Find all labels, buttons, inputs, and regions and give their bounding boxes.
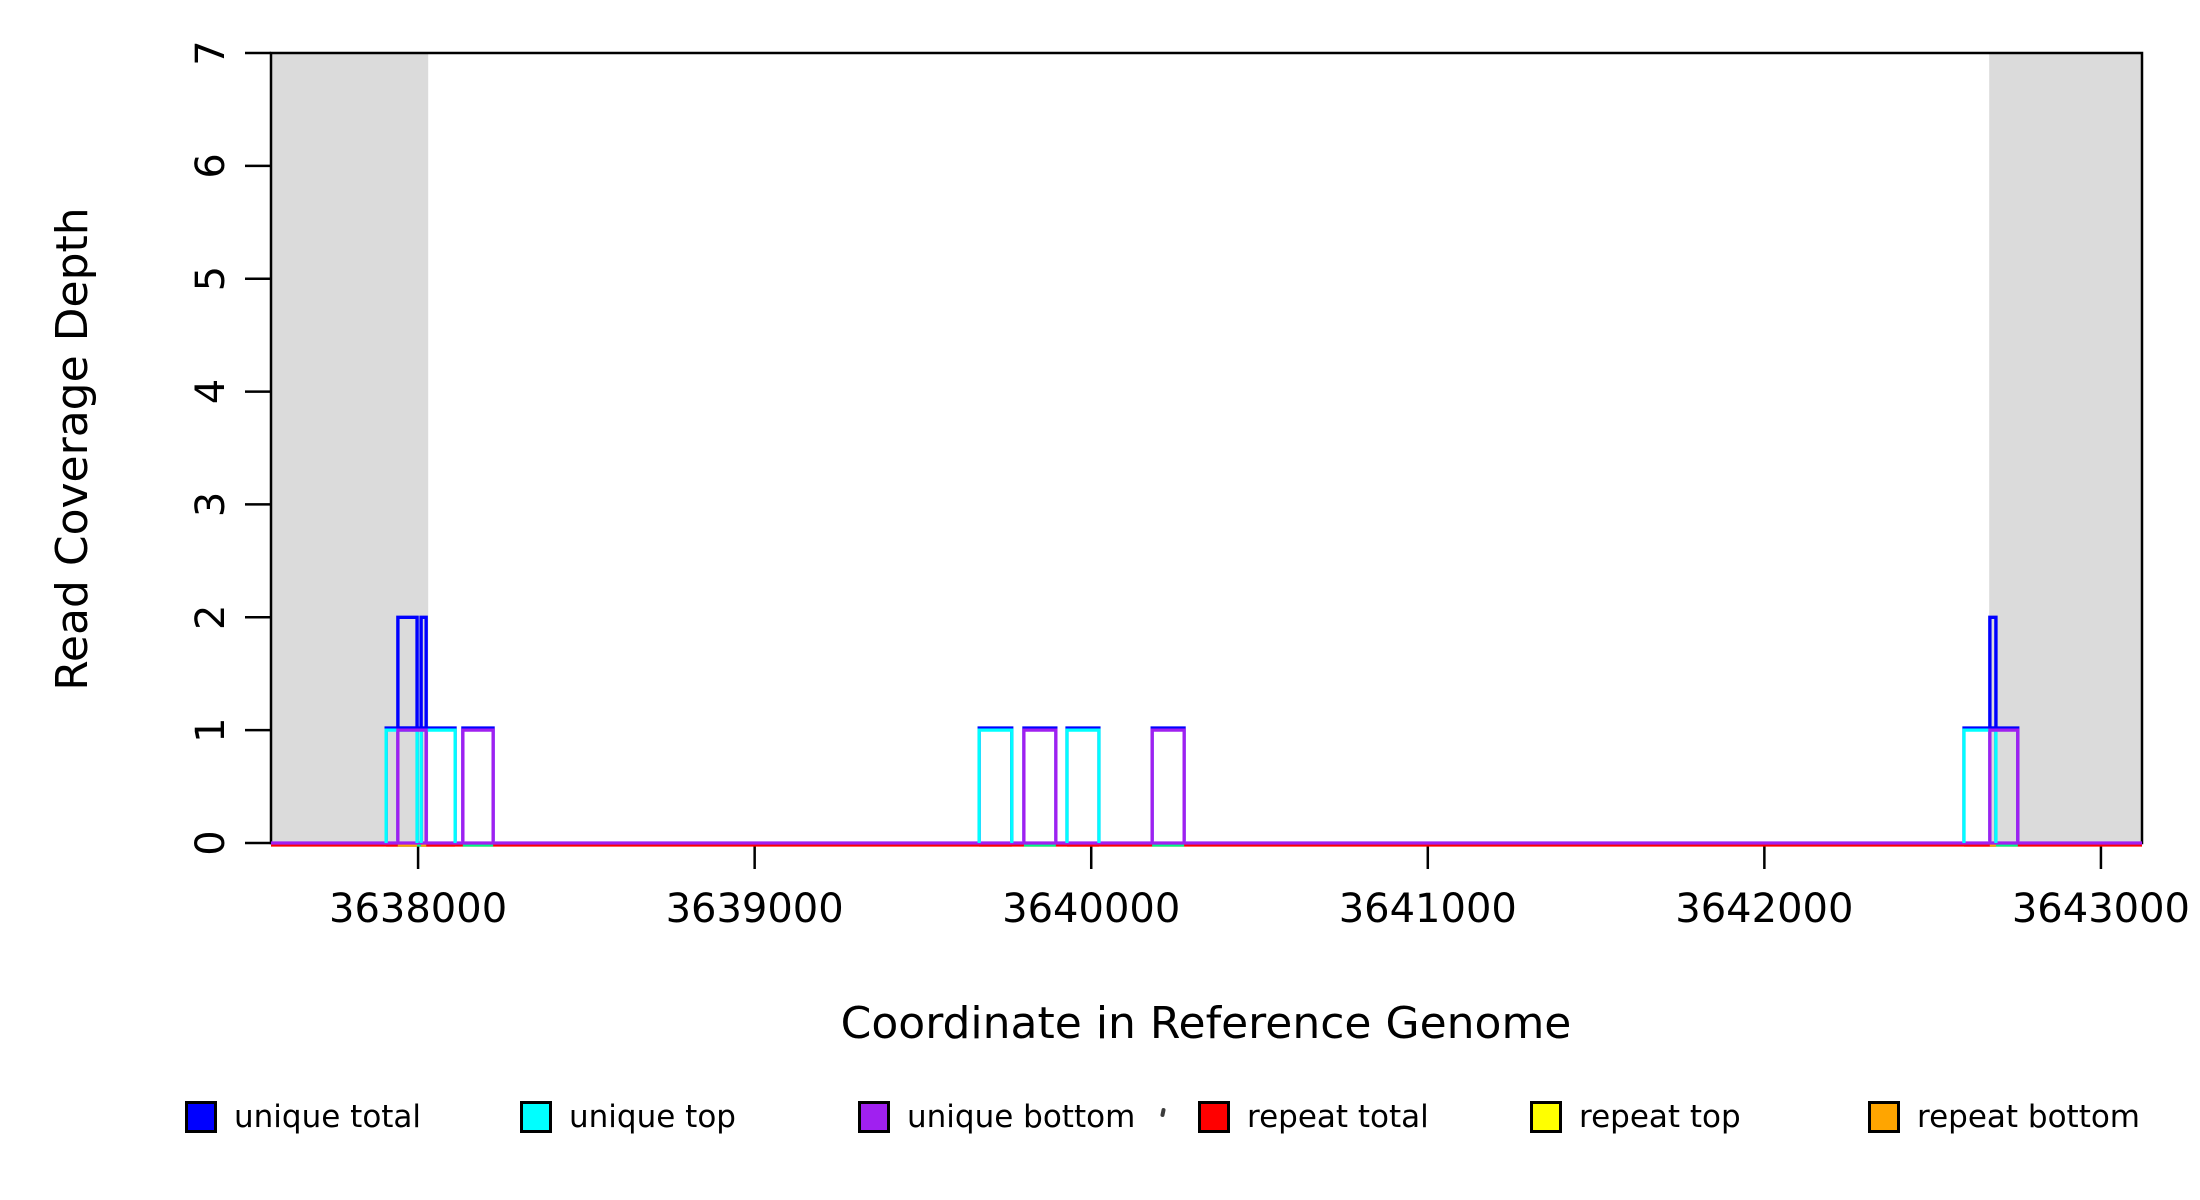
unique-total-depth2-step [419, 615, 428, 731]
shaded-region [1989, 53, 2142, 843]
x-tick-label: 3643000 [2012, 886, 2190, 932]
y-tick-label: 6 [188, 153, 234, 178]
unique-top-read-step [977, 728, 1014, 843]
x-tick-label: 3640000 [1002, 886, 1180, 932]
unique-bottom-read-step [461, 728, 495, 843]
plot-border [269, 51, 2144, 845]
unique-total-step-fringe [1065, 726, 1101, 841]
y-tick-label: 5 [188, 266, 234, 291]
unique-total-step-fringe [461, 726, 495, 841]
y-tick-label: 7 [188, 40, 234, 65]
unique-top-read-step [1065, 728, 1101, 843]
unique-bottom-read-step [396, 728, 428, 843]
unique-total-step-fringe [1150, 726, 1186, 841]
y-axis-title: Read Coverage Depth [47, 207, 98, 691]
unique-bottom-read-step [1022, 728, 1058, 843]
unique-total-depth2-step [396, 615, 419, 731]
x-tick-label: 3641000 [1339, 886, 1517, 932]
unique-bottom-read-step [1988, 728, 2020, 843]
unique-total-step-fringe [977, 726, 1014, 841]
unique-bottom-read-step [1150, 728, 1186, 843]
shaded-region [271, 53, 429, 843]
unique-top-read-step [419, 728, 457, 843]
y-tick-label: 0 [188, 830, 234, 855]
unique-total-step-fringe [1022, 726, 1058, 841]
x-axis-title: Coordinate in Reference Genome [840, 998, 1572, 1049]
x-tick-label: 3638000 [329, 886, 507, 932]
unique-total-depth2-step [1988, 615, 1998, 731]
y-tick-label: 4 [188, 379, 234, 404]
x-tick-label: 3642000 [1675, 886, 1853, 932]
y-tick-label: 1 [188, 717, 234, 742]
x-tick-label: 3639000 [666, 886, 844, 932]
y-tick-label: 3 [188, 492, 234, 517]
y-tick-label: 2 [188, 605, 234, 630]
unique-top-read-step [1962, 728, 1998, 843]
